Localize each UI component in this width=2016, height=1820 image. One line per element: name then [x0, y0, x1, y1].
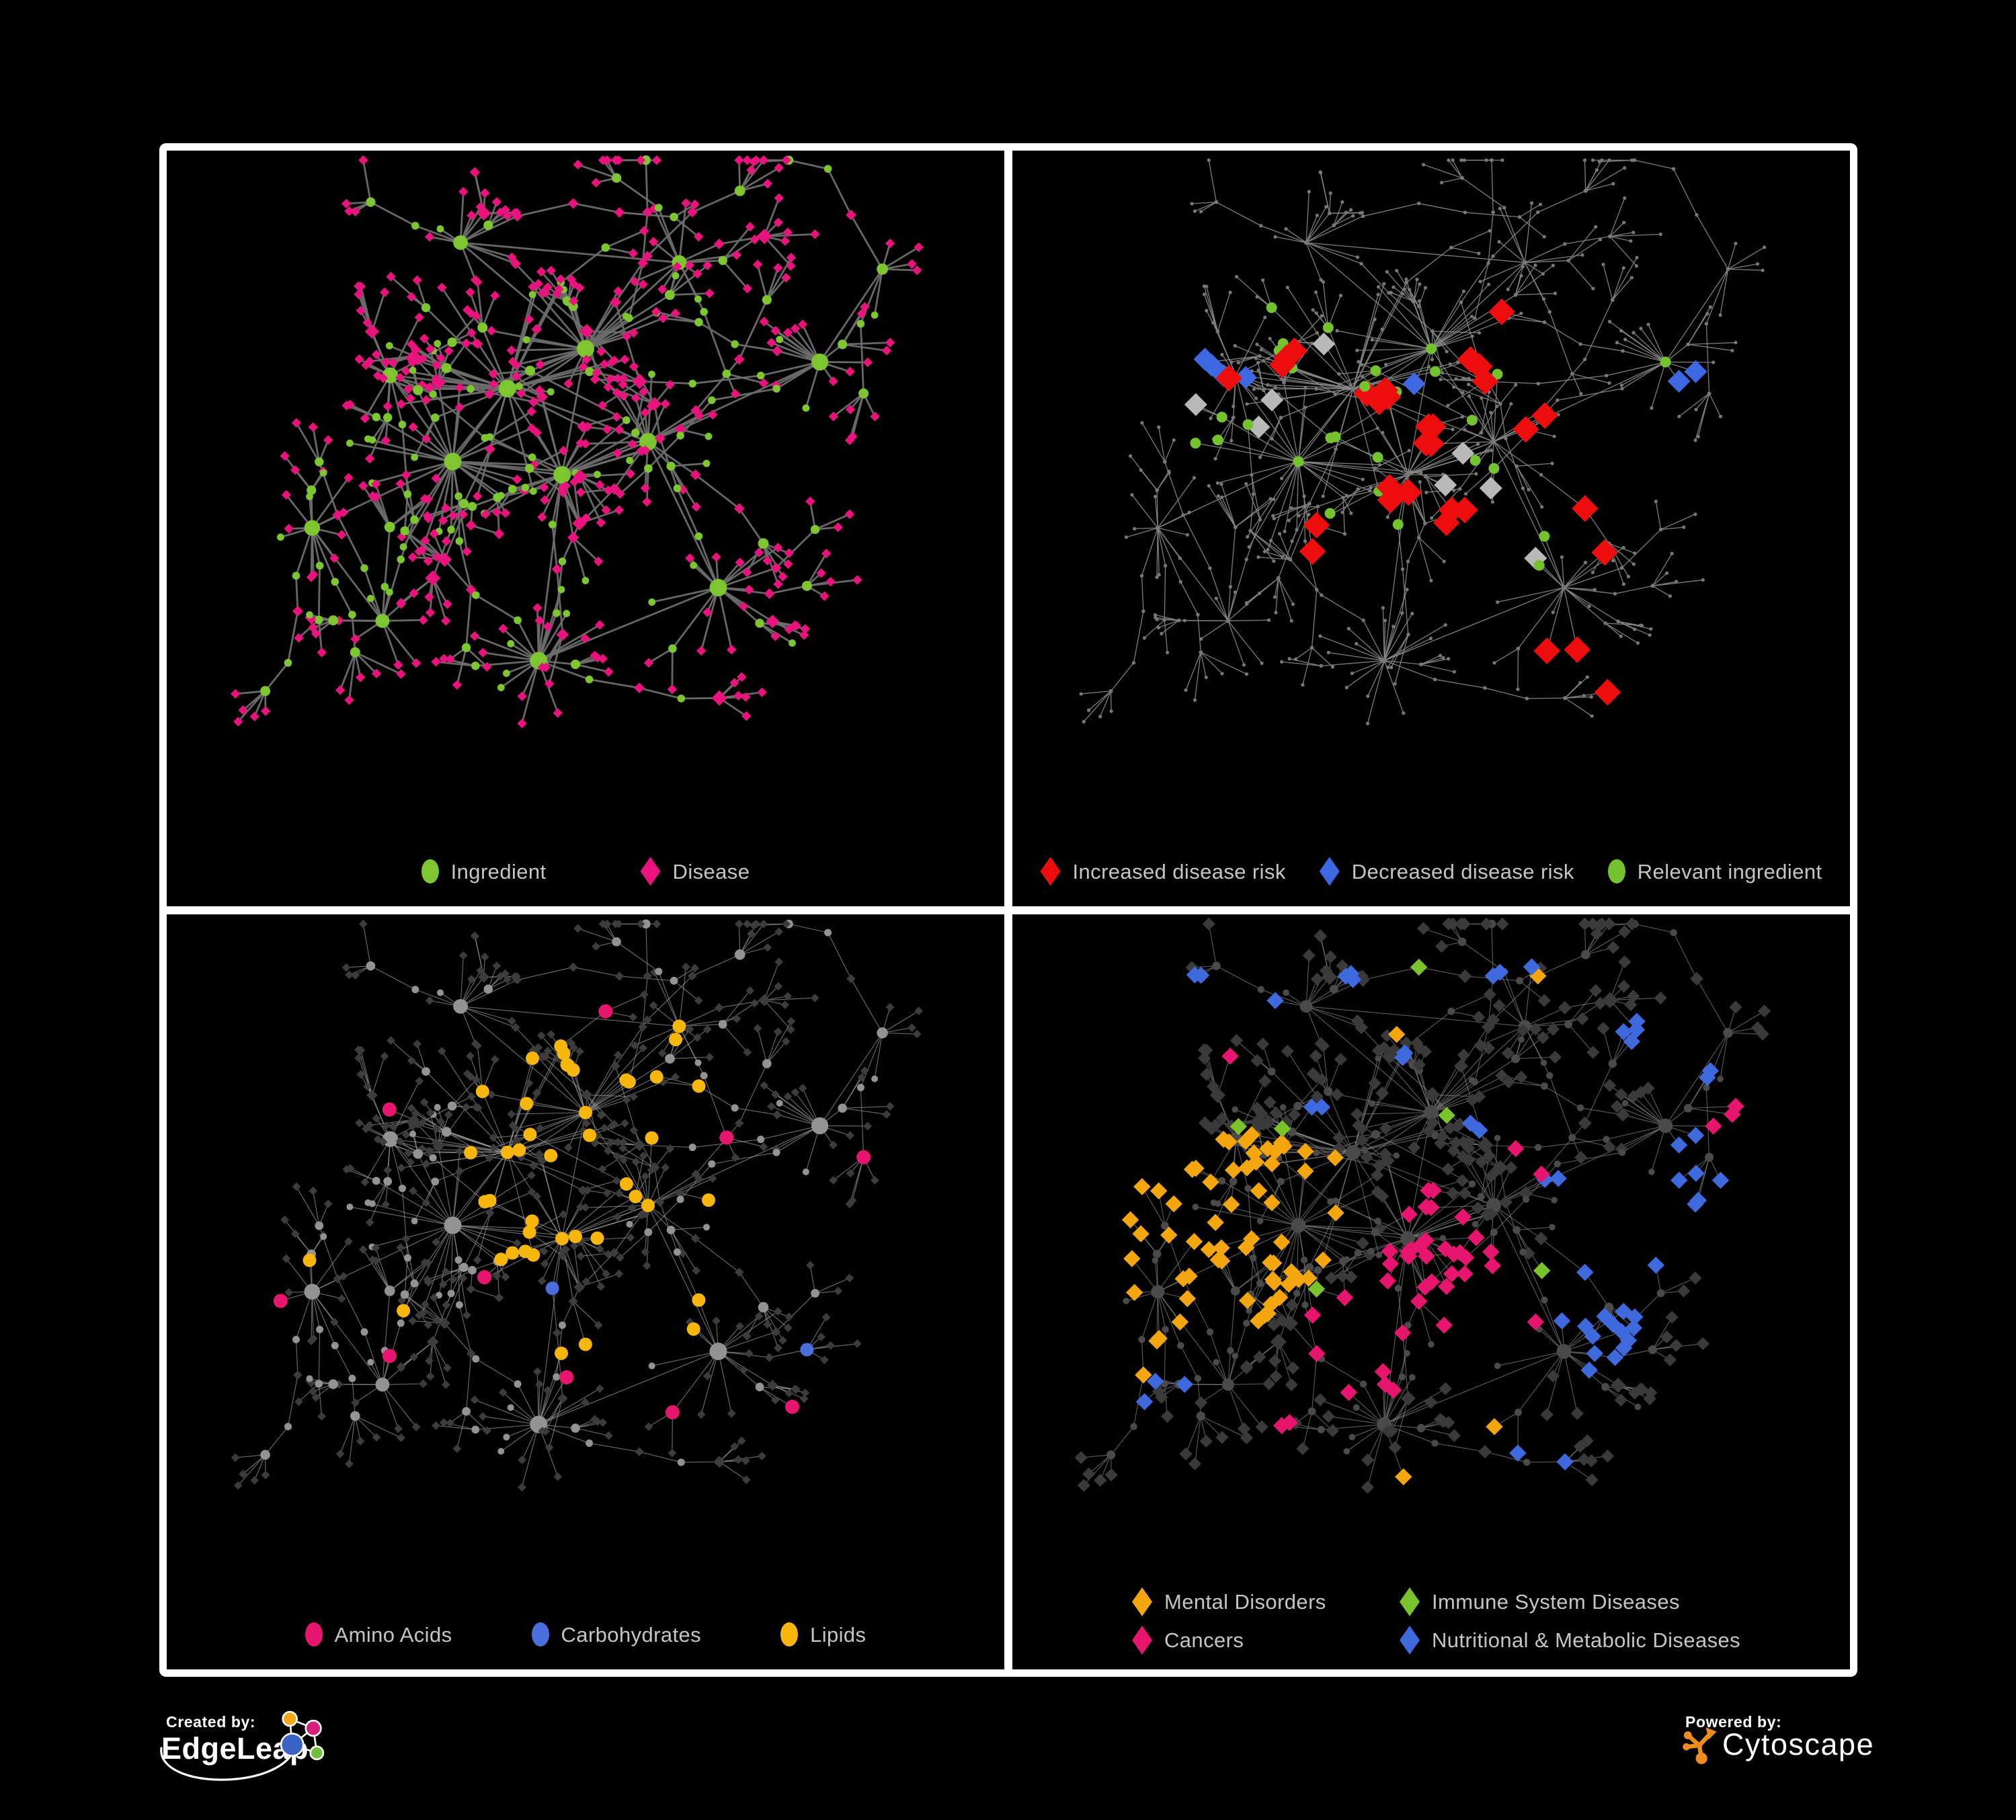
legend-label: Mental Disorders: [1164, 1590, 1326, 1614]
legend-label: Lipids: [810, 1622, 866, 1647]
network-disease-risk: [1079, 158, 1767, 725]
circle-marker: [421, 859, 439, 883]
legend-label: Increased disease risk: [1072, 859, 1286, 883]
diamond-marker: [1132, 1626, 1152, 1655]
legend-item: Increased disease risk: [1040, 857, 1286, 886]
legend-label: Disease: [672, 859, 750, 883]
diamond-marker: [1040, 857, 1061, 886]
edgeleap-swoosh: [160, 1747, 292, 1781]
edgeleap-node-blue: [280, 1733, 305, 1757]
legend-item: Cancers: [1132, 1626, 1400, 1655]
figure-grid: Ingredient Disease Increased disease risk…: [159, 143, 1857, 1677]
cytoscape-node: [1695, 1752, 1707, 1764]
legend-label: Immune System Diseases: [1432, 1590, 1680, 1614]
legend-disease-class: Mental Disorders Immune System Diseases Ca…: [1132, 1587, 1740, 1655]
panel-disease-risk: Increased disease risk Decreased disease …: [1012, 151, 1850, 906]
legend-ingredient-disease: Ingredient Disease: [167, 857, 1004, 886]
edgeleap-node-green: [309, 1745, 325, 1761]
created-by-label: Created by:: [166, 1713, 256, 1731]
legend-label: Carbohydrates: [561, 1622, 702, 1647]
panel-nutrient-class: Amino Acids Carbohydrates Lipids: [167, 914, 1004, 1669]
legend-label: Ingredient: [450, 859, 547, 883]
circle-marker: [305, 1622, 323, 1647]
legend-label: Amino Acids: [334, 1622, 452, 1647]
cytoscape-node: [1683, 1743, 1690, 1751]
panel-disease-class: Mental Disorders Immune System Diseases Ca…: [1012, 914, 1850, 1669]
legend-item: Ingredient: [421, 859, 547, 883]
panel-ingredient-disease: Ingredient Disease: [167, 151, 1004, 906]
legend-item: Decreased disease risk: [1319, 857, 1574, 886]
legend-label: Relevant ingredient: [1637, 859, 1822, 883]
cytoscape-logo-icon: [1683, 1727, 1717, 1764]
legend-item: Mental Disorders: [1132, 1587, 1400, 1616]
cytoscape-brand: Cytoscape: [1722, 1727, 1875, 1762]
network-nutrient-class: [231, 918, 923, 1492]
diamond-marker: [1400, 1587, 1420, 1616]
legend-disease-risk: Increased disease risk Decreased disease …: [1012, 857, 1850, 886]
diamond-marker: [1132, 1587, 1152, 1616]
powered-by-label: Powered by:: [1685, 1713, 1782, 1731]
legend-nutrient-class: Amino Acids Carbohydrates Lipids: [167, 1622, 1004, 1647]
network-disease-class: [1074, 917, 1771, 1494]
cytoscape-node: [1696, 1742, 1703, 1749]
edgeleap-logo-icon: [280, 1710, 325, 1761]
cytoscape-node: [1683, 1731, 1692, 1739]
circle-marker: [780, 1622, 799, 1647]
legend-item: Carbohydrates: [531, 1622, 702, 1647]
network-ingredient-disease: [230, 155, 924, 729]
legend-label: Decreased disease risk: [1351, 859, 1574, 883]
legend-label: Cancers: [1164, 1628, 1244, 1652]
circle-marker: [531, 1622, 549, 1647]
legend-item: Amino Acids: [305, 1622, 452, 1647]
legend-item: Nutritional & Metabolic Diseases: [1400, 1626, 1740, 1655]
legend-item: Disease: [640, 857, 750, 886]
diamond-marker: [1400, 1626, 1420, 1655]
cytoscape-arrow: [1705, 1727, 1717, 1740]
circle-marker: [1607, 859, 1625, 883]
legend-item: Relevant ingredient: [1607, 859, 1822, 883]
legend-item: Immune System Diseases: [1400, 1587, 1740, 1616]
diamond-marker: [640, 857, 661, 886]
edgeleap-node-pink: [305, 1719, 322, 1737]
diamond-marker: [1319, 857, 1340, 886]
legend-item: Lipids: [780, 1622, 866, 1647]
edgeleap-node-orange: [282, 1710, 298, 1727]
legend-label: Nutritional & Metabolic Diseases: [1432, 1628, 1741, 1652]
